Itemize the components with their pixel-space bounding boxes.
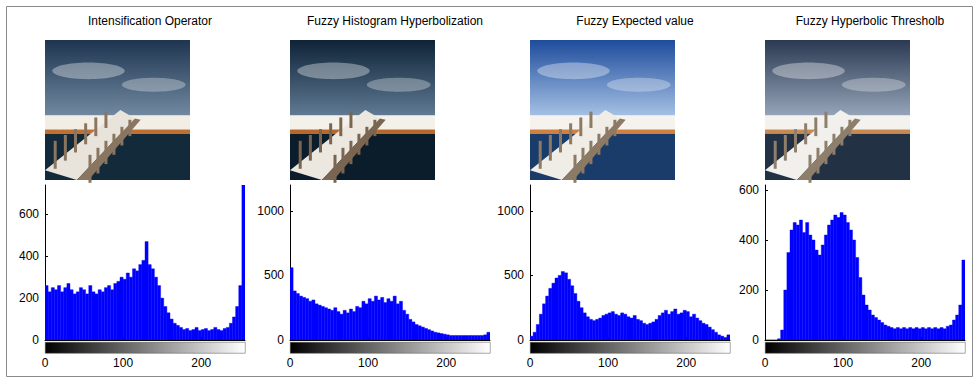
- svg-text:200: 200: [19, 291, 39, 305]
- svg-text:100: 100: [113, 356, 133, 370]
- svg-text:0: 0: [752, 333, 759, 347]
- svg-text:0: 0: [42, 356, 49, 370]
- svg-text:1000: 1000: [257, 204, 284, 218]
- svg-text:100: 100: [598, 356, 618, 370]
- svg-text:200: 200: [676, 356, 696, 370]
- svg-text:200: 200: [191, 356, 211, 370]
- svg-text:0: 0: [32, 333, 39, 347]
- svg-text:Intensification Operator: Intensification Operator: [88, 14, 212, 28]
- svg-text:400: 400: [739, 233, 759, 247]
- svg-text:Fuzzy Expected value: Fuzzy Expected value: [576, 14, 694, 28]
- svg-text:200: 200: [911, 356, 931, 370]
- svg-text:0: 0: [527, 356, 534, 370]
- svg-text:Fuzzy Histogram Hyperbolizatio: Fuzzy Histogram Hyperbolization: [307, 14, 483, 28]
- svg-text:600: 600: [739, 183, 759, 197]
- svg-text:200: 200: [436, 356, 456, 370]
- svg-text:1000: 1000: [497, 204, 524, 218]
- svg-text:200: 200: [739, 283, 759, 297]
- svg-text:0: 0: [287, 356, 294, 370]
- svg-text:100: 100: [833, 356, 853, 370]
- svg-text:500: 500: [504, 268, 524, 282]
- svg-text:0: 0: [277, 333, 284, 347]
- svg-text:600: 600: [19, 207, 39, 221]
- svg-text:0: 0: [517, 333, 524, 347]
- svg-text:100: 100: [358, 356, 378, 370]
- svg-text:Fuzzy Hyperbolic Thresholb: Fuzzy Hyperbolic Thresholb: [796, 14, 945, 28]
- svg-text:500: 500: [264, 268, 284, 282]
- svg-text:0: 0: [762, 356, 769, 370]
- svg-text:400: 400: [19, 249, 39, 263]
